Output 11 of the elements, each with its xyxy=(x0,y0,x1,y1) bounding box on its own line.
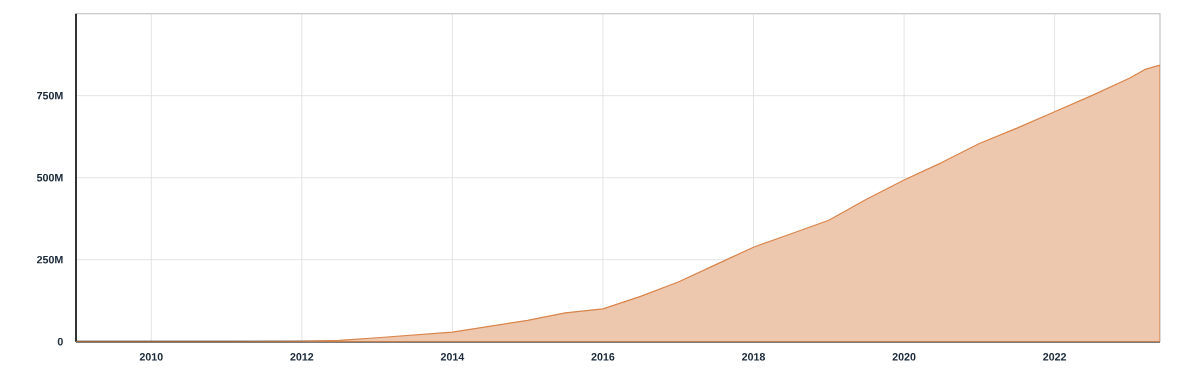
y-tick-label: 500M xyxy=(36,173,63,182)
x-tick-label: 2012 xyxy=(290,353,314,361)
x-tick-label: 2010 xyxy=(139,353,163,361)
y-tick-label: 250M xyxy=(36,255,63,264)
x-tick-label: 2014 xyxy=(440,353,465,361)
x-tick-label: 2016 xyxy=(591,353,615,361)
x-tick-label: 2018 xyxy=(742,353,766,361)
x-tick-label: 2020 xyxy=(892,353,916,361)
x-tick-label: 2022 xyxy=(1043,353,1067,361)
y-tick-label: 0 xyxy=(57,337,63,346)
y-tick-label: 750M xyxy=(37,91,63,100)
